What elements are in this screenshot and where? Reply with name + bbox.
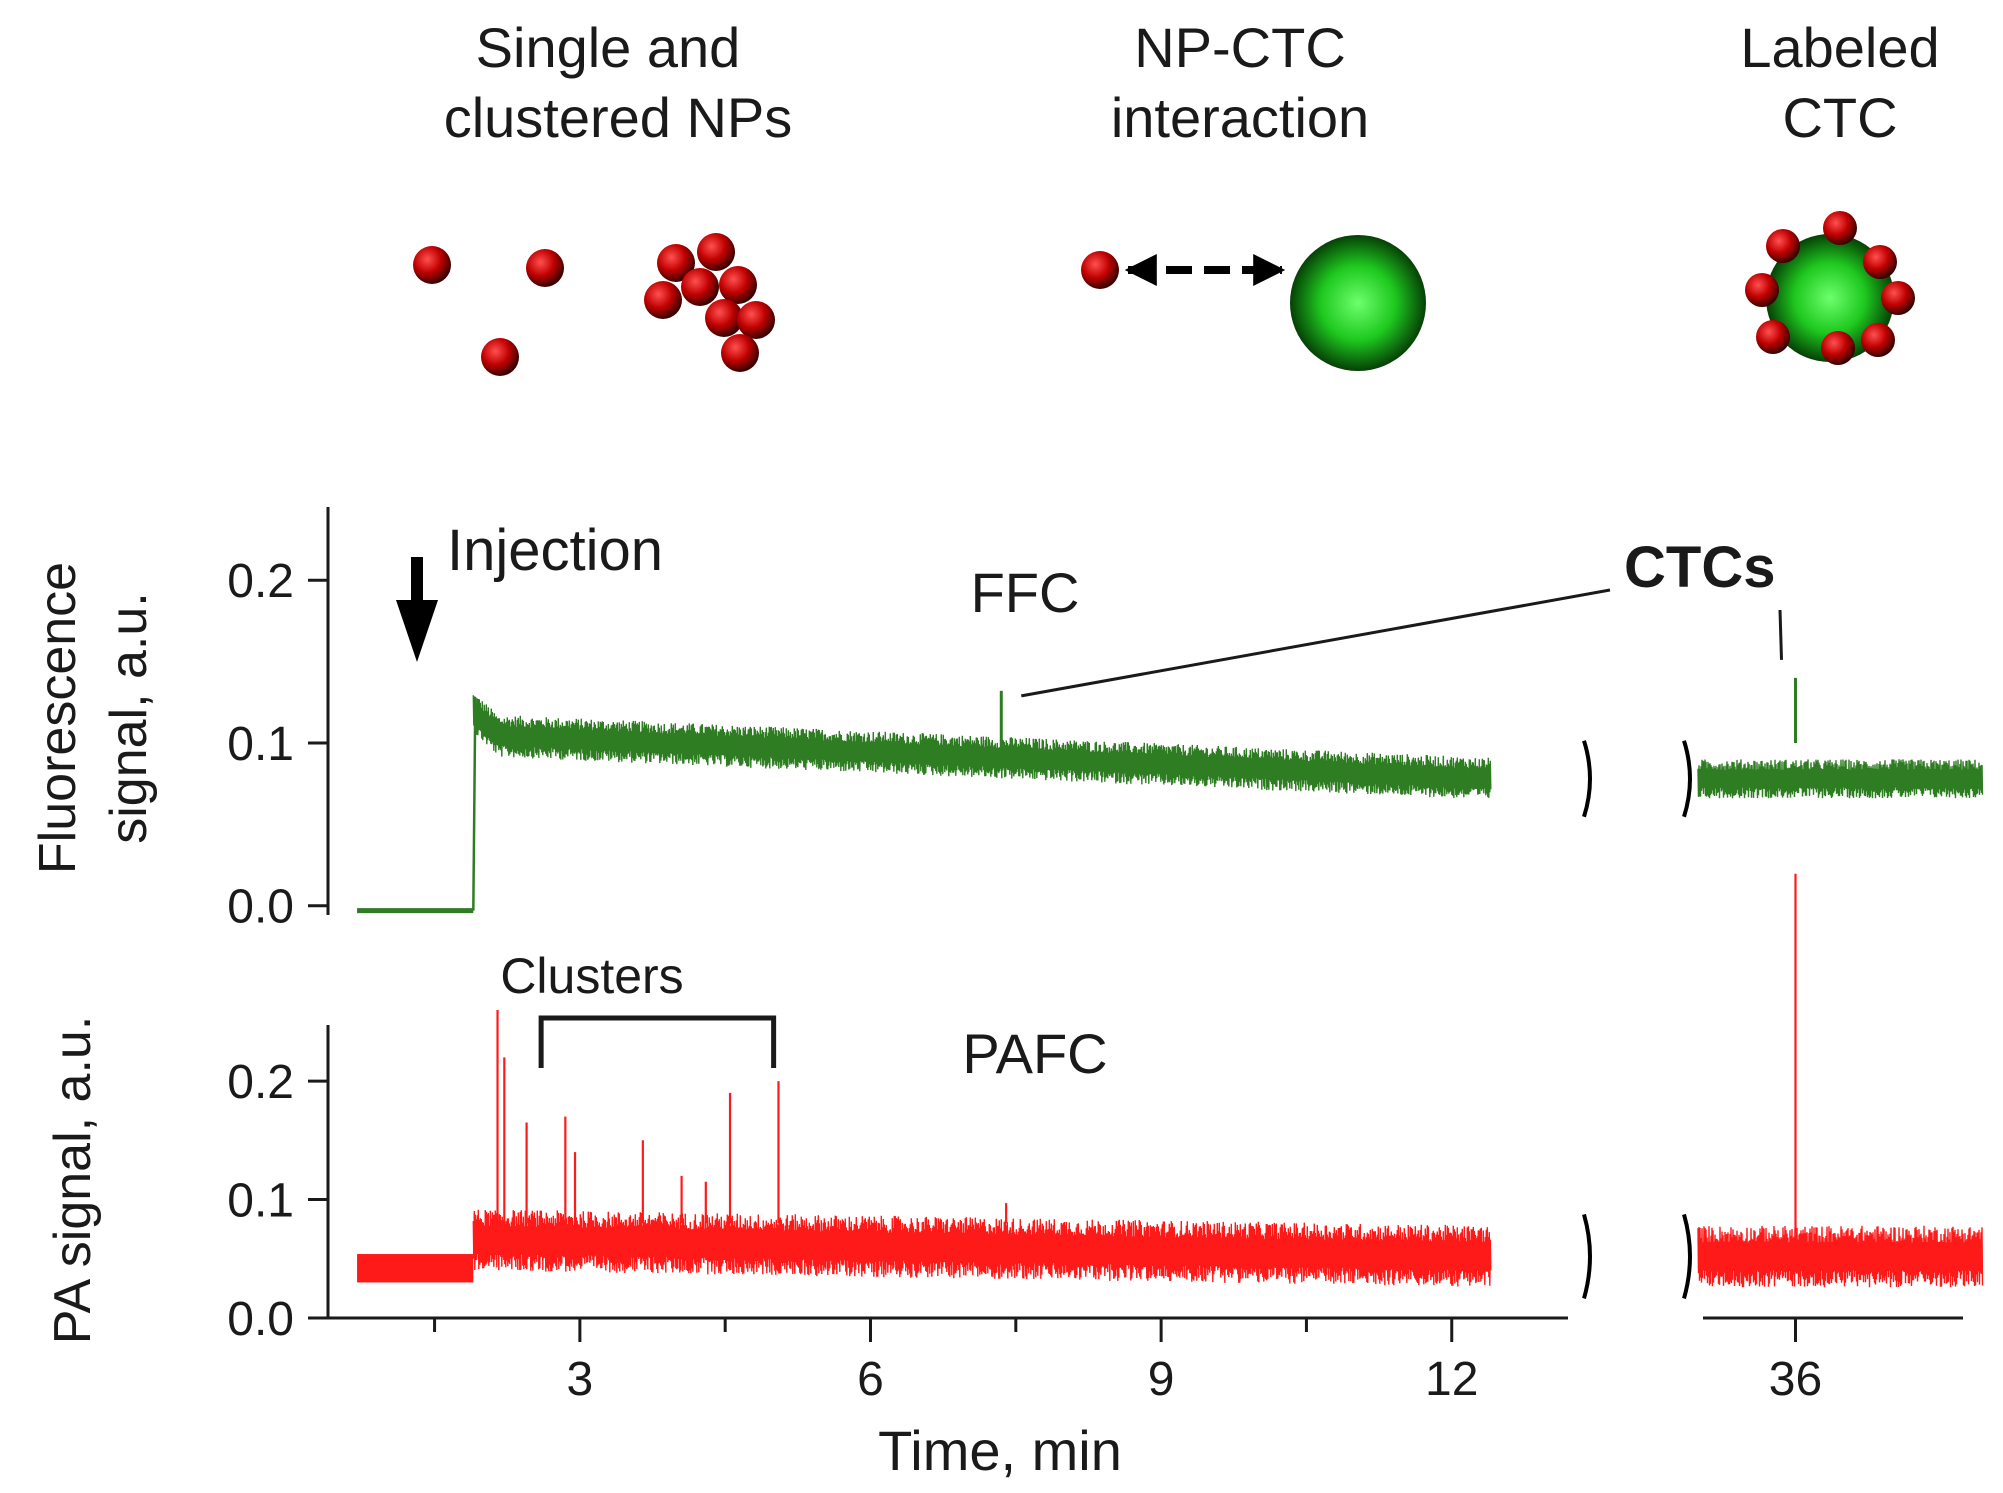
ffc-traces <box>357 677 1984 914</box>
nanoparticle <box>1821 331 1855 365</box>
interaction-illustration <box>1081 235 1426 371</box>
ctc-cell <box>1766 234 1894 362</box>
axis-break-mark <box>1582 1213 1592 1299</box>
clusters-annotation: Clusters <box>500 948 777 1068</box>
ffc-trace-segment <box>472 695 1492 798</box>
axis-break-mark <box>1582 740 1592 818</box>
nanoparticle <box>697 233 735 271</box>
nanoparticle <box>705 299 743 337</box>
np-cluster <box>644 233 775 372</box>
ffc-title: FFC <box>971 561 1080 624</box>
pafc-y-tick-label: 0.2 <box>227 1056 294 1109</box>
x-tick-label: 9 <box>1148 1353 1175 1406</box>
ffc-panel: 0.0 0.1 0.2 Fluorescence signal, a.u. FF… <box>29 507 1984 934</box>
ctcs-pointer <box>1778 609 1783 660</box>
nanoparticle <box>1863 245 1897 279</box>
injection-annotation: Injection <box>396 518 663 662</box>
nanoparticle <box>657 244 695 282</box>
ffc-y-label-line1: Fluorescence <box>29 562 87 874</box>
injection-arrow-head <box>396 600 438 662</box>
header-labeled-line2: CTC <box>1782 86 1897 149</box>
x-tick-label: 3 <box>567 1353 594 1406</box>
ffc-y-tick-label: 0.0 <box>227 881 294 934</box>
pafc-y-tick-label: 0.0 <box>227 1293 294 1346</box>
nanoparticle <box>1081 251 1119 289</box>
nanoparticle <box>526 249 564 287</box>
ctcs-pointer <box>1021 588 1611 698</box>
header-single-np-line1: Single and <box>476 16 741 79</box>
header-labeled-line1: Labeled <box>1740 16 1939 79</box>
nanoparticle <box>1745 273 1779 307</box>
header-single-np-line2: clustered NPs <box>444 86 793 149</box>
x-axis-label: Time, min <box>878 1419 1122 1482</box>
pafc-baseline <box>357 1254 474 1283</box>
nanoparticle <box>481 338 519 376</box>
pafc-y-axis: 0.0 0.1 0.2 PA signal, a.u. <box>44 1016 330 1346</box>
header-interaction-line2: interaction <box>1111 86 1369 149</box>
axis-break-mark <box>1682 1213 1692 1299</box>
ffc-y-label-line2: signal, a.u. <box>100 592 158 844</box>
ffc-y-tick-label: 0.2 <box>227 555 294 608</box>
nanoparticle <box>721 334 759 372</box>
nanoparticle <box>719 266 757 304</box>
pafc-trace-segment <box>472 1209 1492 1287</box>
labeled-ctc-illustration <box>1745 211 1915 365</box>
axis-break-mark <box>1682 740 1692 818</box>
injection-label: Injection <box>447 518 663 583</box>
pafc-title: PAFC <box>962 1022 1107 1085</box>
single-np-group <box>413 246 564 376</box>
nanoparticle <box>1766 229 1800 263</box>
pafc-y-label: PA signal, a.u. <box>44 1016 102 1345</box>
nanoparticle <box>737 301 775 339</box>
x-minor-ticks <box>433 1318 1308 1332</box>
nanoparticle <box>1823 211 1857 245</box>
nanoparticle <box>1756 320 1790 354</box>
x-tick-label: 36 <box>1769 1353 1822 1406</box>
header-illustrations: Single and clustered NPs NP-CTC interact… <box>413 16 1940 376</box>
x-tick-label: 6 <box>857 1353 884 1406</box>
nanoparticle <box>681 268 719 306</box>
nanoparticle <box>1861 323 1895 357</box>
clusters-label: Clusters <box>500 948 683 1004</box>
clusters-bracket <box>538 1015 777 1068</box>
ctcs-label: CTCs <box>1624 535 1775 600</box>
pafc-trace-segment <box>1697 1225 1984 1288</box>
header-interaction-line1: NP-CTC <box>1134 16 1346 79</box>
ctcs-annotation: CTCs <box>1021 535 1783 698</box>
ffc-y-axis: 0.0 0.1 0.2 Fluorescence signal, a.u. <box>29 507 330 934</box>
pafc-traces <box>357 873 1984 1288</box>
x-tick-label: 12 <box>1425 1353 1478 1406</box>
ctc-cell <box>1290 235 1426 371</box>
nanoparticle <box>413 246 451 284</box>
ffc-y-tick-label: 0.1 <box>227 718 294 771</box>
pafc-panel: 0.0 0.1 0.2 PA signal, a.u. PAFC Cluster… <box>44 873 1984 1482</box>
nanoparticle <box>1881 281 1915 315</box>
pafc-y-tick-label: 0.1 <box>227 1175 294 1228</box>
nanoparticle <box>644 281 682 319</box>
ffc-trace-segment <box>1697 759 1984 799</box>
time-x-axis: 3 6 9 12 36 Time, min <box>328 1316 1963 1482</box>
